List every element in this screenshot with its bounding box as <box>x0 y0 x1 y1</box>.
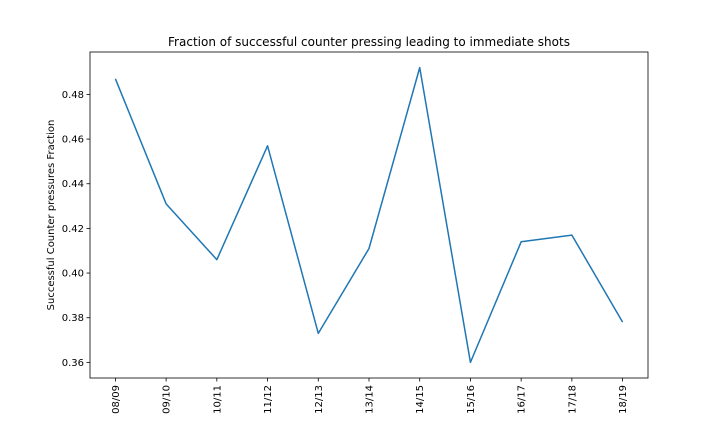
y-tick-label: 0.44 <box>62 179 84 190</box>
x-tick-label: 17/18 <box>567 385 578 414</box>
y-tick-label: 0.38 <box>62 313 84 324</box>
x-tick-label: 08/09 <box>111 385 122 414</box>
chart-title: Fraction of successful counter pressing … <box>168 35 570 49</box>
y-axis: 0.36 0.38 0.40 0.42 0.44 0.46 0.48 <box>62 90 90 369</box>
y-tick-label: 0.48 <box>62 90 84 101</box>
x-tick-label: 13/14 <box>365 385 376 414</box>
x-tick-label: 18/19 <box>618 385 629 414</box>
x-tick-label: 10/11 <box>212 385 223 414</box>
plot-frame <box>89 51 649 379</box>
x-tick-label: 15/16 <box>466 385 477 414</box>
y-tick-label: 0.40 <box>62 269 84 280</box>
y-axis-title: Successful Counter pressures Fraction <box>46 120 57 311</box>
x-tick-label: 14/15 <box>415 385 426 414</box>
x-axis: 08/09 09/10 10/11 11/12 12/13 13/14 14/15 15/16… <box>111 378 629 414</box>
series-line <box>114 66 624 364</box>
plot-series <box>114 66 624 364</box>
x-tick-label: 11/12 <box>263 385 274 414</box>
x-tick-label: 16/17 <box>517 385 528 414</box>
y-tick-label: 0.42 <box>62 224 84 235</box>
y-tick-label: 0.36 <box>62 358 84 369</box>
y-tick-label: 0.46 <box>62 135 84 146</box>
x-tick-label: 09/10 <box>162 385 173 414</box>
x-tick-label: 12/13 <box>314 385 325 414</box>
